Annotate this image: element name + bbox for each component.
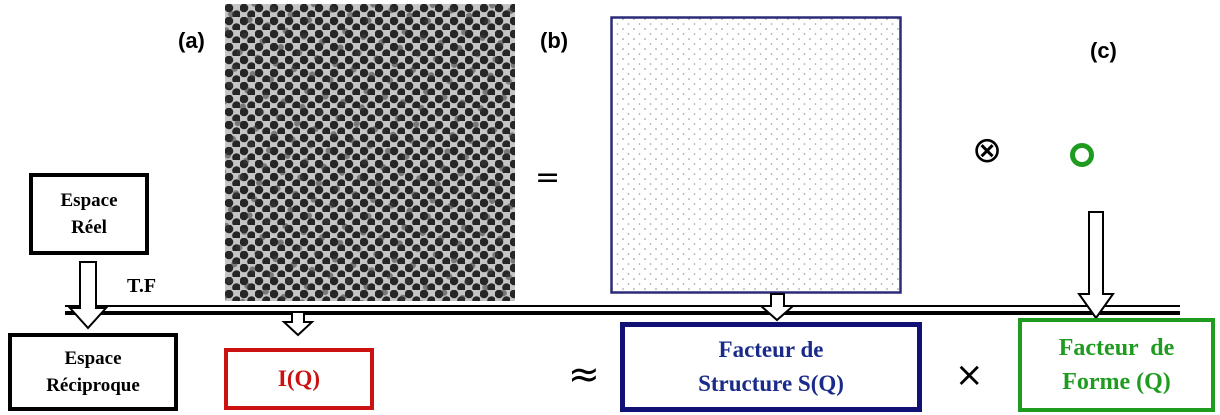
transform-line [65,305,1180,315]
real-space-box: Espace Réel [29,173,149,255]
intensity-label: I(Q) [277,366,321,391]
real-space-line2: Réel [71,217,107,238]
form-factor-box: Facteur de Forme (Q) [1018,318,1215,412]
approx-symbol: ≈ [568,352,600,396]
structure-factor-box: Facteur de Structure S(Q) [620,322,922,412]
structure-factor-line2: Structure S(Q) [698,371,844,396]
green-ring-icon [1070,143,1094,167]
panel-label-a: (a) [178,28,205,53]
structure-factor-line1: Facteur de [718,337,824,362]
real-space-image [225,4,515,301]
equals-sign: = [535,160,561,195]
fourier-transform-label: T.F [127,275,157,297]
reciprocal-space-line2: Réciproque [46,375,140,396]
structure-dots-image [610,16,902,294]
panel-label-b: (b) [540,28,569,53]
form-factor-line1: Facteur de [1058,335,1175,361]
real-space-line1: Espace [60,190,118,211]
times-symbol: × [955,355,984,395]
convolution-symbol: ⊗ [972,130,1003,171]
reciprocal-space-box: Espace Réciproque [8,333,178,411]
form-factor-line2: Forme (Q) [1062,369,1171,395]
panel-label-c: (c) [1090,38,1117,63]
intensity-box: I(Q) [224,348,374,410]
reciprocal-space-line1: Espace [64,348,122,369]
